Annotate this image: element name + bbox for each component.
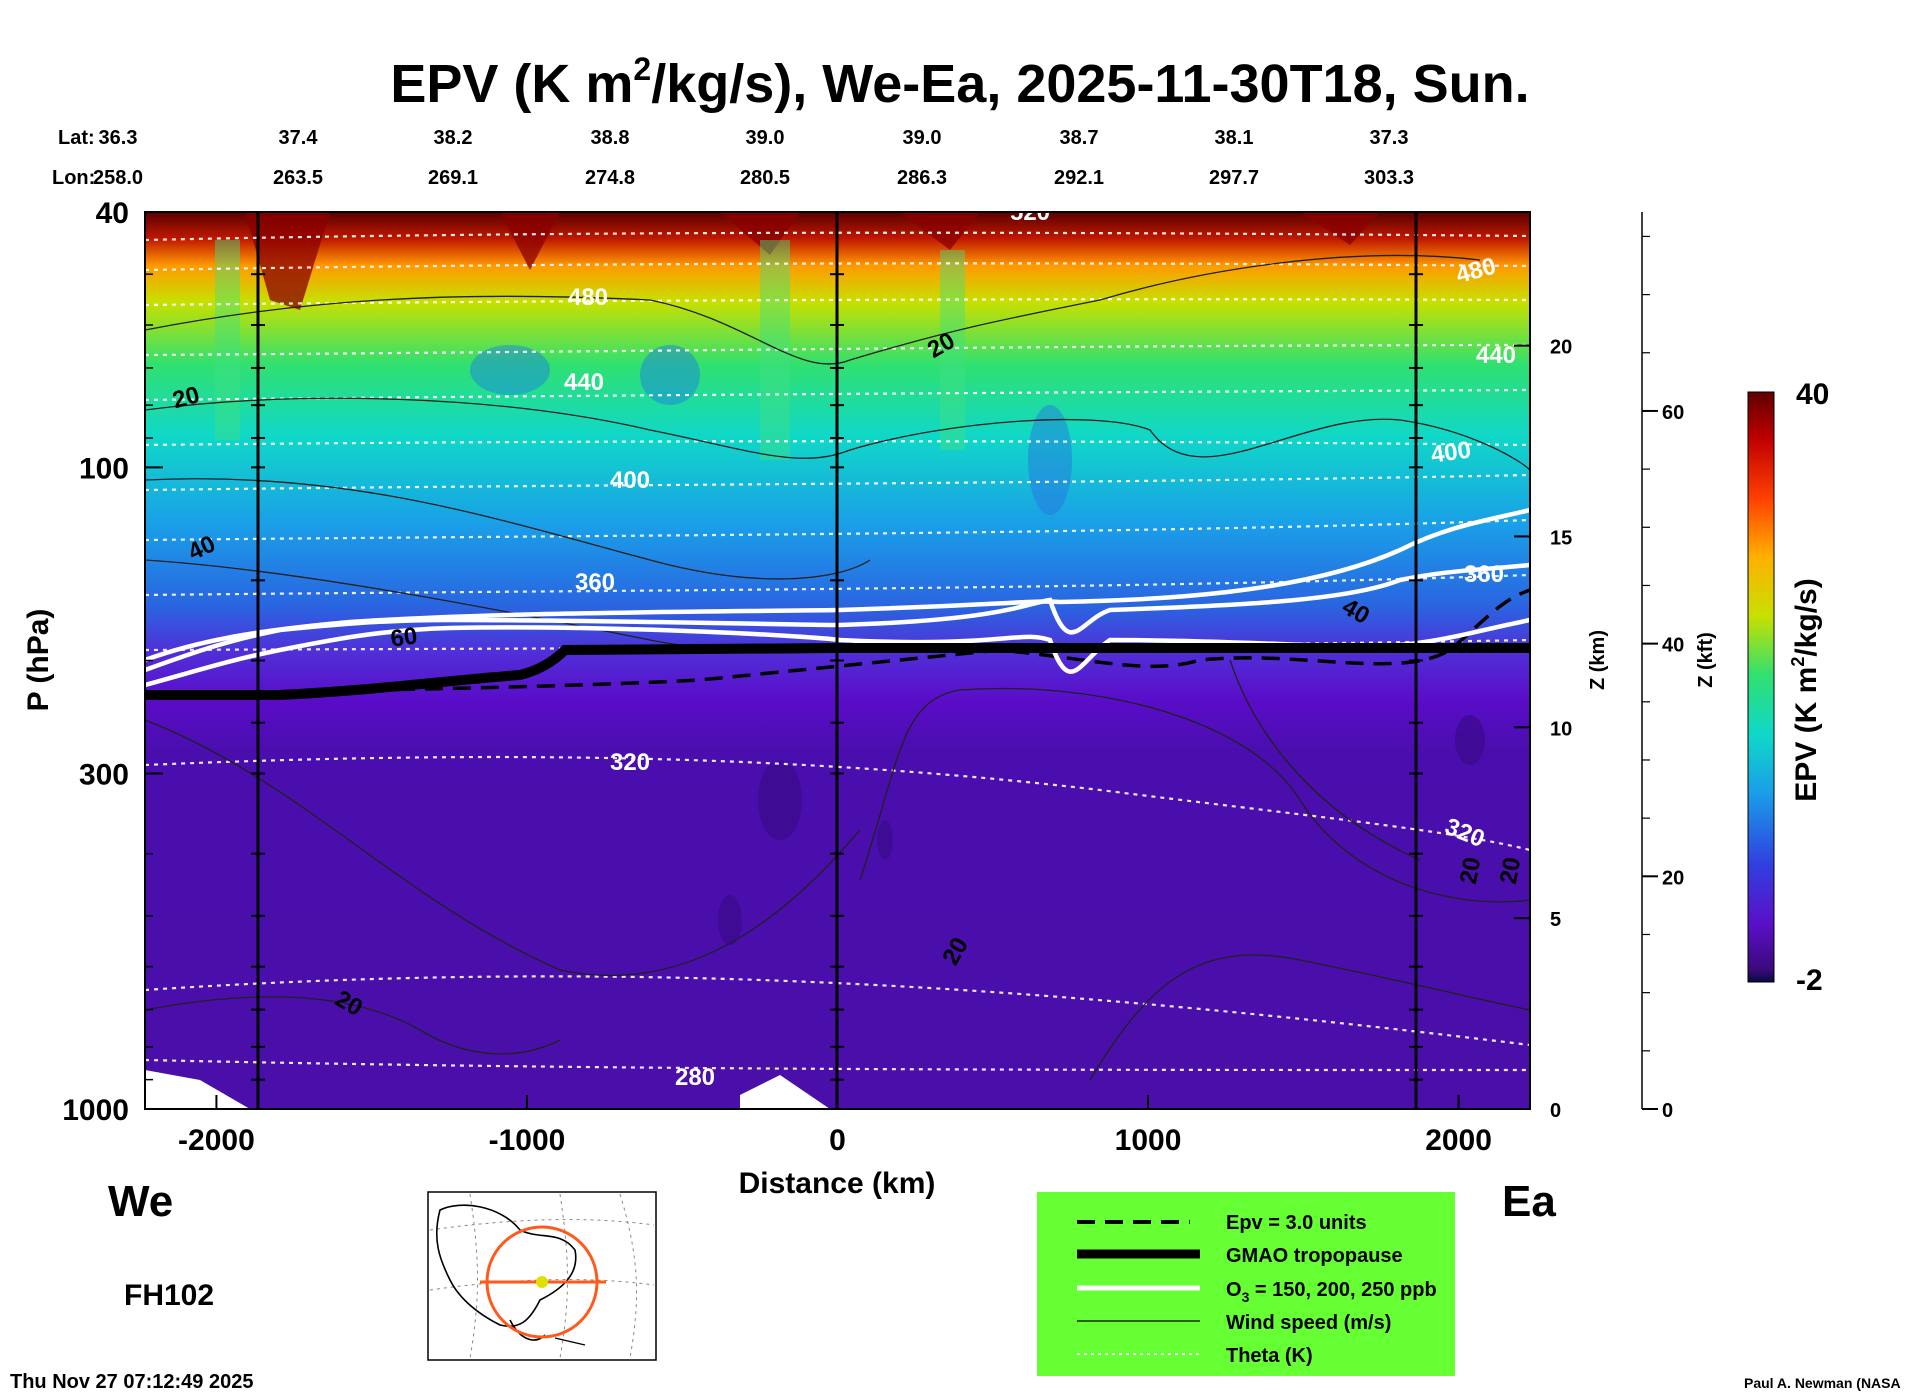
lat-value: 37.4: [279, 127, 319, 149]
z-kft-tick-label: 40: [1662, 635, 1684, 657]
theta-contour-label: 400: [610, 467, 650, 494]
lat-value: 36.3: [99, 127, 138, 149]
x-tick-label: -2000: [178, 1124, 255, 1157]
x-tick-label: 2000: [1425, 1124, 1492, 1157]
z-km-tick-label: 20: [1550, 337, 1572, 359]
legend-tropopause: GMAO tropopause: [1226, 1245, 1403, 1267]
x-tick-label: -1000: [489, 1124, 566, 1157]
y-axis-label: P (hPa): [22, 609, 55, 712]
lat-value: 37.3: [1370, 127, 1409, 149]
lon-value: 269.1: [428, 167, 478, 189]
z-km-tick-label: 10: [1550, 718, 1572, 740]
y-tick-label: 300: [79, 758, 129, 791]
plot-area: [145, 212, 1530, 1109]
lon-value: 274.8: [585, 167, 635, 189]
wind-contour-label: 60: [389, 622, 419, 652]
wind-contour-label: 20: [1495, 855, 1526, 886]
theta-contour-label-east: 360: [1464, 561, 1504, 588]
theta-contour-label: 360: [575, 569, 615, 596]
lat-value: 38.7: [1060, 127, 1099, 149]
colorbar: [1747, 391, 1775, 983]
forecast-hour: FH102: [124, 1279, 214, 1312]
theta-contour-label: 440: [564, 369, 604, 396]
chart-title: EPV (K m2/kg/s), We-Ea, 2025-11-30T18, S…: [390, 51, 1529, 114]
legend-wind: Wind speed (m/s): [1226, 1312, 1391, 1334]
lat-value: 38.2: [434, 127, 473, 149]
lat-value: 38.1: [1215, 127, 1254, 149]
lon-value: 280.5: [740, 167, 790, 189]
timestamp: Thu Nov 27 07:12:49 2025: [10, 1371, 253, 1393]
inset-map: [427, 1191, 657, 1361]
legend-theta: Theta (K): [1226, 1345, 1313, 1367]
x-tick-label: 0: [829, 1124, 846, 1157]
z-kft-tick-label: 0: [1662, 1100, 1673, 1122]
lon-value: 258.0: [93, 167, 143, 189]
colorbar-min-label: -2: [1796, 964, 1823, 997]
lon-row-label: Lon:: [52, 167, 95, 189]
lat-value: 39.0: [903, 127, 942, 149]
legend-ozone: O3 = 150, 200, 250 ppb: [1226, 1279, 1437, 1305]
lon-value: 297.7: [1209, 167, 1259, 189]
legend: Epv = 3.0 units GMAO tropopause O3 = 150…: [1037, 1192, 1455, 1376]
credit: Paul A. Newman (NASA: [1744, 1375, 1901, 1391]
z-km-tick-label: 15: [1550, 527, 1572, 549]
x-axis-label: Distance (km): [739, 1167, 936, 1200]
lon-value: 286.3: [897, 167, 947, 189]
z-km-tick-label: 5: [1550, 909, 1561, 931]
east-label: Ea: [1502, 1177, 1556, 1226]
z-kft-tick-label: 60: [1662, 402, 1684, 424]
theta-contour-label: 480: [568, 284, 608, 311]
lon-value: 292.1: [1054, 167, 1104, 189]
lat-value: 39.0: [746, 127, 785, 149]
y-tick-label: 100: [79, 452, 129, 485]
wind-contour-label: 20: [1455, 855, 1486, 886]
colorbar-label: EPV (K m2/kg/s): [1788, 578, 1823, 801]
z-kft-axis-label: Z (kft): [1695, 632, 1717, 688]
z-km-axis-label: Z (km): [1587, 630, 1609, 690]
x-tick-label: 1000: [1115, 1124, 1182, 1157]
z-km-tick-label: 0: [1550, 1100, 1561, 1122]
y-tick-label: 1000: [62, 1094, 129, 1127]
z-kft-tick-label: 20: [1662, 867, 1684, 889]
west-label: We: [108, 1177, 173, 1226]
lon-value: 303.3: [1364, 167, 1414, 189]
theta-contour-label-east: 440: [1476, 342, 1516, 369]
y-tick-label: 40: [96, 197, 129, 230]
colorbar-max-label: 40: [1796, 378, 1829, 411]
lat-row-label: Lat:: [58, 127, 95, 149]
theta-contour-label: 320: [610, 749, 650, 776]
theta-contour-label-east: 400: [1429, 436, 1472, 468]
theta-contour-label: 280: [675, 1064, 715, 1091]
legend-epv: Epv = 3.0 units: [1226, 1212, 1367, 1234]
lat-value: 38.8: [591, 127, 630, 149]
lon-value: 263.5: [273, 167, 323, 189]
